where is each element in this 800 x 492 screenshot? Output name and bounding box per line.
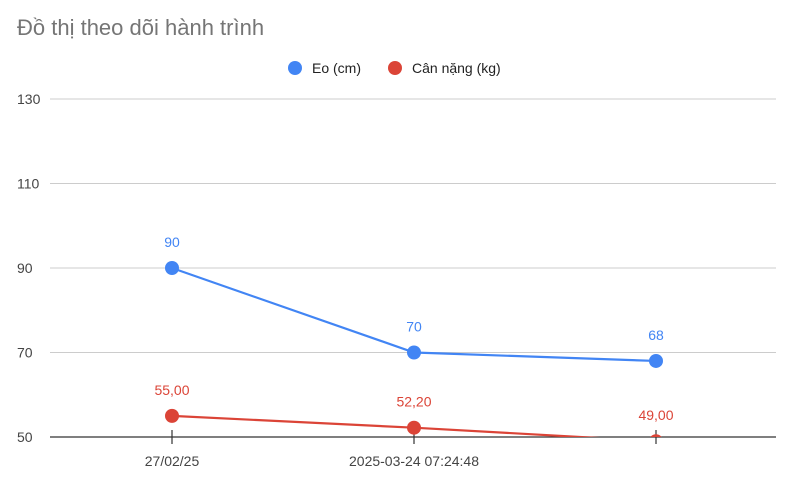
y-tick-label: 70 [17, 345, 33, 361]
weight-legend-label: Cân nặng (kg) [412, 60, 501, 76]
data-labels: 90 70 68 55,00 52,20 49,00 [154, 234, 673, 423]
weight-data-point[interactable] [165, 408, 179, 423]
eo-data-label: 68 [648, 327, 664, 343]
y-tick-label: 110 [17, 176, 40, 192]
y-tick-label: 90 [17, 260, 33, 276]
chart-title: Đồ thị theo dõi hành trình [17, 15, 265, 40]
eo-data-point[interactable] [649, 353, 663, 368]
x-tick-label: 2025-03-24 07:24:48 [349, 453, 479, 469]
weight-data-label: 52,20 [396, 394, 431, 410]
x-tick-label: 27/02/25 [145, 453, 200, 469]
eo-data-label: 70 [406, 319, 422, 335]
weight-data-point[interactable] [649, 434, 663, 448]
eo-legend-marker [288, 61, 302, 75]
eo-data-point[interactable] [165, 261, 179, 275]
weight-data-point[interactable] [407, 420, 421, 435]
weight-data-label: 49,00 [638, 407, 673, 423]
eo-data-point[interactable] [407, 345, 421, 360]
y-tick-label: 50 [17, 429, 33, 445]
weight-data-label: 55,00 [154, 382, 189, 398]
y-tick-label: 130 [17, 91, 41, 107]
eo-legend-label: Eo (cm) [312, 60, 361, 76]
weight-legend-marker [388, 61, 402, 75]
legend: Eo (cm) Cân nặng (kg) [288, 60, 501, 76]
axes: 50 70 90 110 130 27/02/25 2025-03-24 07:24:48 [17, 91, 776, 469]
series-lines [165, 261, 663, 448]
gridlines [50, 98, 776, 353]
eo-data-label: 90 [164, 234, 180, 250]
